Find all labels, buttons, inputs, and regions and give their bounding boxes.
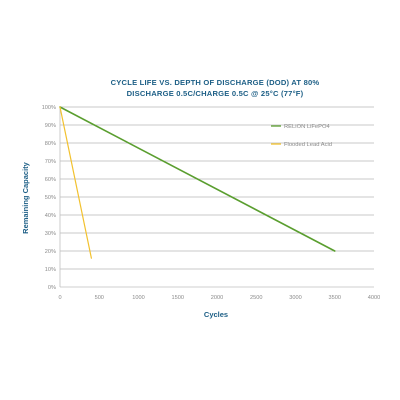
y-axis-ticks: 0% 10% 20% 30% 40% 50% 60% 70% 80% 90% 100% bbox=[42, 105, 56, 291]
chart-title-line-2: DISCHARGE 0.5C/CHARGE 0.5C @ 25°C (77°F) bbox=[127, 89, 304, 98]
y-tick-label: 40% bbox=[45, 213, 56, 219]
gridlines bbox=[60, 106, 374, 270]
chart-title-line-1: CYCLE LIFE VS. DEPTH OF DISCHARGE (DOD) … bbox=[111, 78, 320, 87]
y-tick-label: 0% bbox=[48, 285, 56, 291]
x-axis-title: Cycles bbox=[204, 310, 228, 319]
y-tick-label: 70% bbox=[45, 159, 56, 165]
legend-label: Flooded Lead Acid bbox=[284, 142, 332, 148]
legend: RELiON LiFePO4 Flooded Lead Acid bbox=[271, 124, 332, 148]
x-tick-label: 3500 bbox=[329, 295, 341, 301]
x-tick-label: 2000 bbox=[211, 295, 223, 301]
x-tick-label: 4000 bbox=[368, 295, 380, 301]
series-line-flooded-lead-acid bbox=[59, 106, 93, 259]
y-axis-title: Remaining Capacity bbox=[21, 161, 30, 234]
y-tick-label: 10% bbox=[45, 267, 56, 273]
x-tick-label: 0 bbox=[58, 295, 61, 301]
x-tick-label: 2500 bbox=[250, 295, 262, 301]
x-tick-label: 3000 bbox=[289, 295, 301, 301]
chart-title: CYCLE LIFE VS. DEPTH OF DISCHARGE (DOD) … bbox=[111, 78, 320, 98]
y-tick-label: 90% bbox=[45, 123, 56, 129]
x-tick-label: 1500 bbox=[172, 295, 184, 301]
y-tick-label: 100% bbox=[42, 105, 56, 111]
y-tick-label: 80% bbox=[45, 141, 56, 147]
y-tick-label: 20% bbox=[45, 249, 56, 255]
legend-label: RELiON LiFePO4 bbox=[284, 124, 331, 130]
x-tick-label: 1000 bbox=[132, 295, 144, 301]
y-tick-label: 30% bbox=[45, 231, 56, 237]
x-tick-label: 500 bbox=[95, 295, 104, 301]
series-lines bbox=[59, 106, 336, 259]
series-line-relion-lifepo4 bbox=[59, 106, 336, 252]
y-tick-label: 60% bbox=[45, 177, 56, 183]
x-axis-ticks: 0 500 1000 1500 2000 2500 3000 3500 4000 bbox=[58, 295, 380, 301]
y-tick-label: 50% bbox=[45, 195, 56, 201]
